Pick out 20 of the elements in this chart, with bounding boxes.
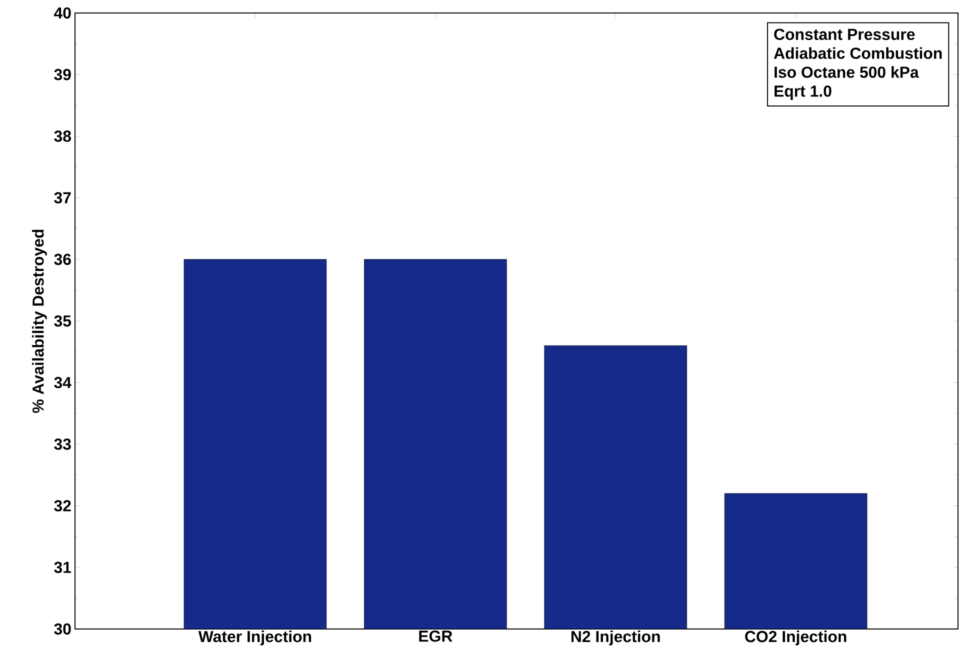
y-tick-label: 37	[54, 192, 71, 204]
y-axis-title: % Availability Destroyed	[32, 230, 47, 413]
annotation: Adiabatic Combustion	[774, 47, 942, 59]
y-tick-label: 39	[54, 68, 71, 80]
annotation: Eqrt 1.0	[774, 86, 832, 100]
y-tick-label: 33	[54, 438, 71, 450]
y-tick-label: 30	[54, 623, 71, 635]
y-tick-label: 38	[54, 130, 71, 142]
y-tick-label: 40	[54, 7, 71, 19]
x-tick-label: CO2 Injection	[745, 630, 846, 646]
annotation: Constant Pressure	[774, 28, 915, 40]
y-tick-label: 35	[54, 315, 72, 327]
y-tick-label: 36	[54, 254, 71, 266]
y-tick-label: 32	[54, 500, 71, 512]
x-tick-label: N2 Injection	[572, 630, 660, 646]
y-tick-label: 34	[54, 376, 72, 388]
x-tick-label: Water Injection	[198, 630, 312, 646]
y-tick-label: 31	[54, 562, 72, 574]
x-tick-label: EGR	[419, 630, 452, 642]
annotation: Iso Octane 500 kPa	[774, 66, 919, 78]
